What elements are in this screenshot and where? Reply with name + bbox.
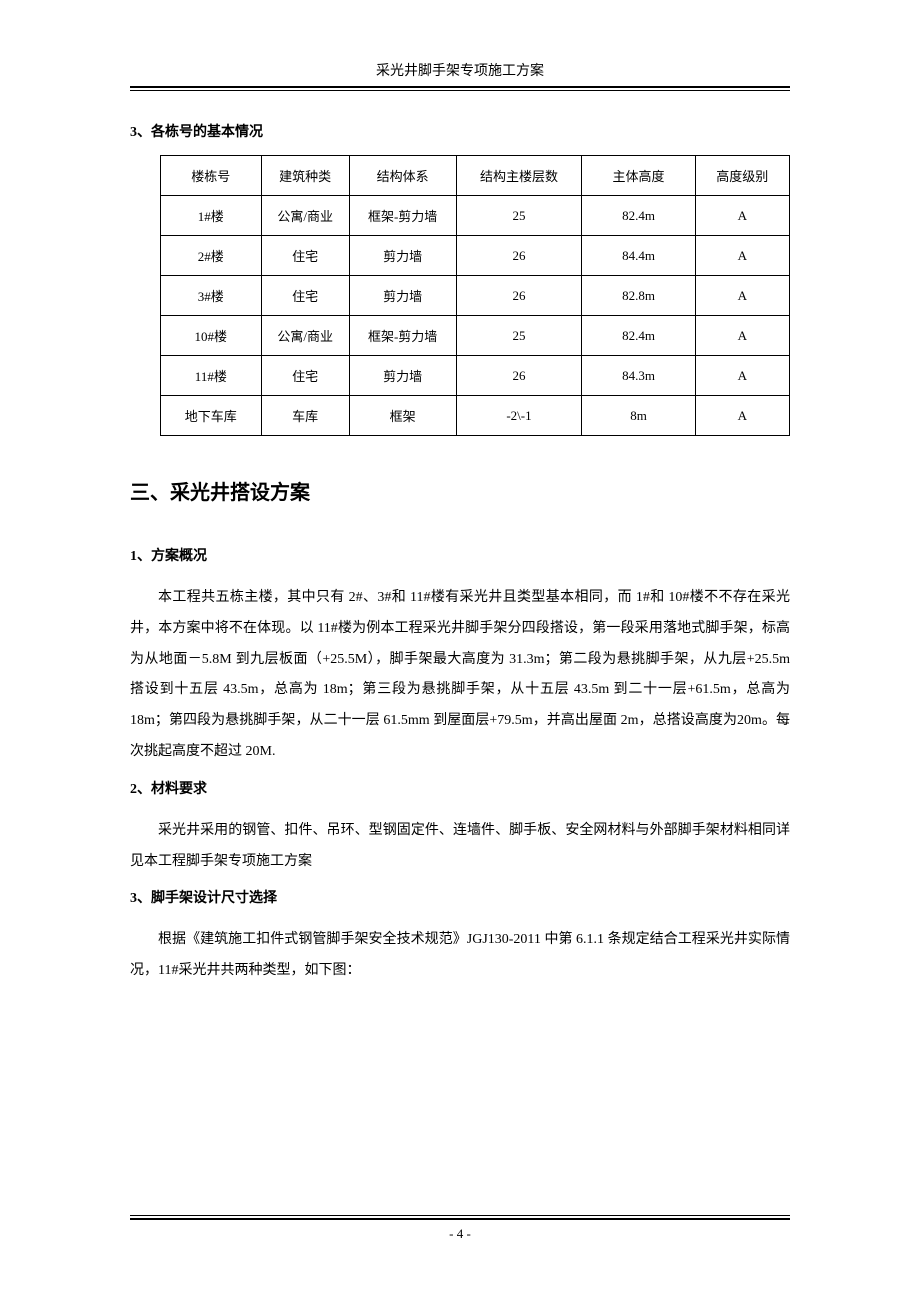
table-row: 10#楼 公寓/商业 框架-剪力墙 25 82.4m A bbox=[161, 316, 790, 356]
table-cell: 住宅 bbox=[261, 276, 349, 316]
table-header-cell: 结构主楼层数 bbox=[456, 156, 582, 196]
table-cell: 10#楼 bbox=[161, 316, 262, 356]
table-cell: 26 bbox=[456, 236, 582, 276]
subsection-3-heading: 3、脚手架设计尺寸选择 bbox=[130, 887, 790, 907]
table-cell: 剪力墙 bbox=[349, 236, 456, 276]
table-row: 地下车库 车库 框架 -2\-1 8m A bbox=[161, 396, 790, 436]
table-cell: A bbox=[695, 236, 789, 276]
footer-line-thick bbox=[130, 1218, 790, 1220]
table-cell: 82.4m bbox=[582, 316, 695, 356]
header-underline bbox=[130, 90, 790, 91]
table-header-cell: 建筑种类 bbox=[261, 156, 349, 196]
table-header-cell: 主体高度 bbox=[582, 156, 695, 196]
table-header-row: 楼栋号 建筑种类 结构体系 结构主楼层数 主体高度 高度级别 bbox=[161, 156, 790, 196]
section-main-heading: 三、采光井搭设方案 bbox=[130, 476, 790, 505]
table-row: 3#楼 住宅 剪力墙 26 82.8m A bbox=[161, 276, 790, 316]
table-cell: 82.4m bbox=[582, 196, 695, 236]
table-cell: 84.3m bbox=[582, 356, 695, 396]
table-cell: 公寓/商业 bbox=[261, 316, 349, 356]
table-cell: 车库 bbox=[261, 396, 349, 436]
table-cell: 框架-剪力墙 bbox=[349, 196, 456, 236]
table-cell: A bbox=[695, 276, 789, 316]
paragraph-text: 根据《建筑施工扣件式钢管脚手架安全技术规范》JGJ130-2011 中第 6.1… bbox=[130, 925, 790, 987]
section-3-heading: 3、各栋号的基本情况 bbox=[130, 121, 790, 141]
table-row: 1#楼 公寓/商业 框架-剪力墙 25 82.4m A bbox=[161, 196, 790, 236]
table-header-cell: 高度级别 bbox=[695, 156, 789, 196]
table-cell: 11#楼 bbox=[161, 356, 262, 396]
footer-line-thin bbox=[130, 1215, 790, 1216]
page-footer: - 4 - bbox=[130, 1215, 790, 1242]
table-cell: 26 bbox=[456, 356, 582, 396]
table-cell: 2#楼 bbox=[161, 236, 262, 276]
table-row: 2#楼 住宅 剪力墙 26 84.4m A bbox=[161, 236, 790, 276]
table-cell: 82.8m bbox=[582, 276, 695, 316]
table-cell: 26 bbox=[456, 276, 582, 316]
table-cell: 8m bbox=[582, 396, 695, 436]
table-cell: 25 bbox=[456, 316, 582, 356]
table-cell: 25 bbox=[456, 196, 582, 236]
table-cell: 公寓/商业 bbox=[261, 196, 349, 236]
table-cell: A bbox=[695, 396, 789, 436]
table-cell: 剪力墙 bbox=[349, 276, 456, 316]
table-cell: 住宅 bbox=[261, 356, 349, 396]
subsection-1-heading: 1、方案概况 bbox=[130, 545, 790, 565]
table-header-cell: 结构体系 bbox=[349, 156, 456, 196]
table-body: 1#楼 公寓/商业 框架-剪力墙 25 82.4m A 2#楼 住宅 剪力墙 2… bbox=[161, 196, 790, 436]
building-info-table: 楼栋号 建筑种类 结构体系 结构主楼层数 主体高度 高度级别 1#楼 公寓/商业… bbox=[160, 155, 790, 436]
page-header-title: 采光井脚手架专项施工方案 bbox=[130, 60, 790, 88]
paragraph-text: 本工程共五栋主楼，其中只有 2#、3#和 11#楼有采光井且类型基本相同，而 1… bbox=[130, 583, 790, 768]
page-number: - 4 - bbox=[130, 1226, 790, 1242]
table-cell: 剪力墙 bbox=[349, 356, 456, 396]
table-cell: 框架-剪力墙 bbox=[349, 316, 456, 356]
table-header-cell: 楼栋号 bbox=[161, 156, 262, 196]
table-cell: A bbox=[695, 316, 789, 356]
table-row: 11#楼 住宅 剪力墙 26 84.3m A bbox=[161, 356, 790, 396]
table-cell: 3#楼 bbox=[161, 276, 262, 316]
table-cell: 框架 bbox=[349, 396, 456, 436]
table-cell: A bbox=[695, 356, 789, 396]
table-cell: 地下车库 bbox=[161, 396, 262, 436]
table-cell: 住宅 bbox=[261, 236, 349, 276]
table-cell: A bbox=[695, 196, 789, 236]
table-cell: -2\-1 bbox=[456, 396, 582, 436]
subsection-2-heading: 2、材料要求 bbox=[130, 778, 790, 798]
paragraph-text: 采光井采用的钢管、扣件、吊环、型钢固定件、连墙件、脚手板、安全网材料与外部脚手架… bbox=[130, 816, 790, 878]
table-cell: 84.4m bbox=[582, 236, 695, 276]
document-page: 采光井脚手架专项施工方案 3、各栋号的基本情况 楼栋号 建筑种类 结构体系 结构… bbox=[0, 0, 920, 1302]
table-cell: 1#楼 bbox=[161, 196, 262, 236]
